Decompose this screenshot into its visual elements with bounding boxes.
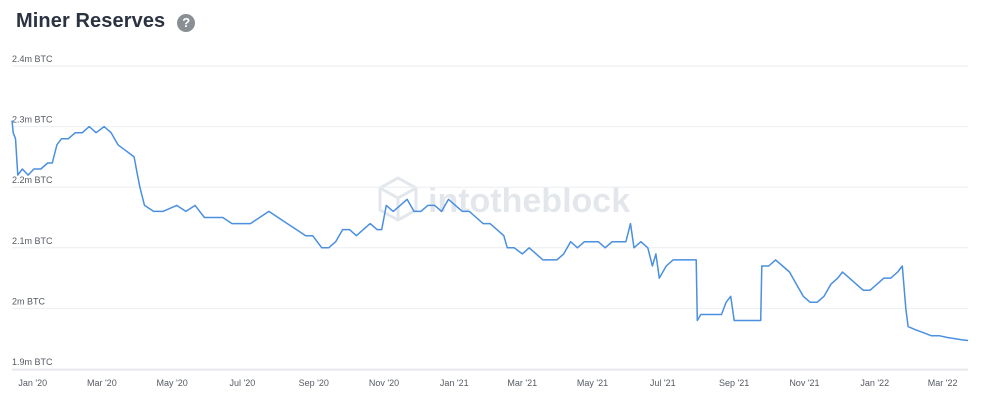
- x-tick-label: Jul '20: [229, 378, 255, 388]
- y-tick-label: 2.4m BTC: [12, 54, 53, 64]
- series-layer: [11, 120, 969, 342]
- x-tick-label: Sep '20: [299, 378, 329, 388]
- x-tick-label: May '20: [156, 378, 187, 388]
- y-tick-label: 2.3m BTC: [12, 115, 53, 125]
- series-line: [11, 120, 969, 342]
- x-tick-label: Sep '21: [719, 378, 749, 388]
- grid: [12, 65, 968, 370]
- y-tick-label: 2.2m BTC: [12, 175, 53, 185]
- x-tick-label: Mar '21: [507, 378, 537, 388]
- y-tick-label: 2m BTC: [12, 296, 46, 306]
- x-tick-label: May '21: [577, 378, 608, 388]
- cube-logo-icon: [378, 176, 418, 222]
- help-icon[interactable]: ?: [177, 13, 196, 32]
- watermark: intotheblock: [378, 176, 630, 222]
- chart-title: Miner Reserves: [16, 10, 166, 32]
- y-tick-label: 1.9m BTC: [12, 357, 53, 367]
- x-tick-label: Jan '21: [440, 378, 469, 388]
- x-tick-label: Jul '21: [650, 378, 676, 388]
- watermark-text: intotheblock: [428, 182, 630, 220]
- x-axis: Jan '20 Mar '20 May '20 Jul '20 Sep '20 Nov '…: [12, 369, 968, 388]
- x-tick-label: Nov '20: [369, 378, 399, 388]
- x-tick-label: Mar '22: [928, 378, 958, 388]
- y-tick-label: 2.1m BTC: [12, 236, 53, 246]
- x-tick-label: Nov '21: [789, 378, 819, 388]
- y-axis: 2.4m BTC 2.3m BTC 2.2m BTC 2.1m BTC 2m BTC 1.…: [12, 54, 53, 367]
- x-tick-label: Jan '22: [860, 378, 889, 388]
- x-tick-label: Mar '20: [87, 378, 117, 388]
- chart-header: Miner Reserves ?: [16, 10, 196, 33]
- x-tick-label: Jan '20: [18, 378, 47, 388]
